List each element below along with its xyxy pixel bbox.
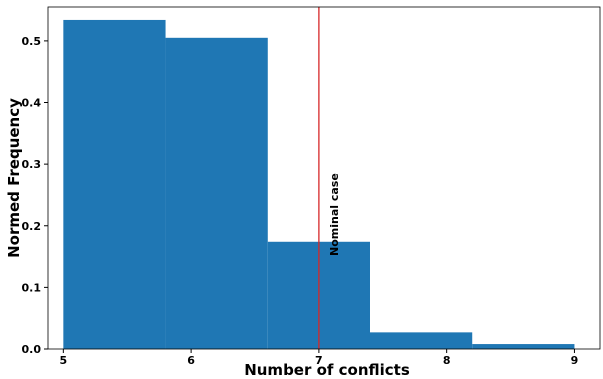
y-tick-label: 0.5 <box>22 35 42 48</box>
y-tick-label: 0.2 <box>22 220 42 233</box>
histogram-bar-4 <box>370 332 472 349</box>
x-tick-label: 9 <box>571 354 579 367</box>
x-tick-label: 8 <box>443 354 451 367</box>
reference-line-label: Nominal case <box>328 173 341 256</box>
x-tick-label: 6 <box>187 354 195 367</box>
y-axis-title: Normed Frequency <box>5 98 23 258</box>
y-tick-label: 0.0 <box>22 343 42 356</box>
x-axis-title: Number of conflicts <box>244 361 410 379</box>
x-tick-label: 5 <box>60 354 68 367</box>
y-ticks-group: 0.0 0.1 0.2 0.3 0.4 0.5 <box>22 35 49 356</box>
histogram-bar-1 <box>63 20 165 349</box>
y-tick-label: 0.1 <box>22 281 42 294</box>
y-tick-label: 0.4 <box>22 97 42 110</box>
histogram-bar-5 <box>472 344 574 349</box>
y-tick-label: 0.3 <box>22 158 42 171</box>
histogram-bar-2 <box>166 38 268 349</box>
